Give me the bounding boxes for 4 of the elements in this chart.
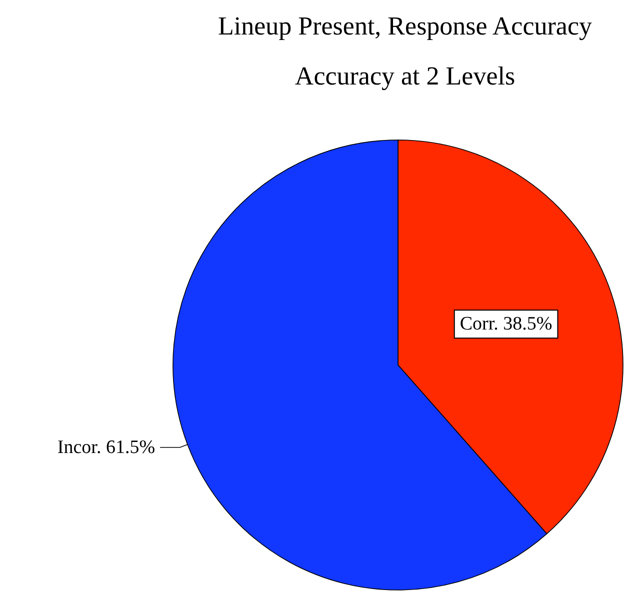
chart-subtitle: Accuracy at 2 Levels xyxy=(294,62,516,90)
slice-label: Incor. 61.5% xyxy=(57,436,156,458)
chart-title: Lineup Present, Response Accuracy xyxy=(218,12,592,40)
slice-label: Corr. 38.5% xyxy=(460,314,552,335)
